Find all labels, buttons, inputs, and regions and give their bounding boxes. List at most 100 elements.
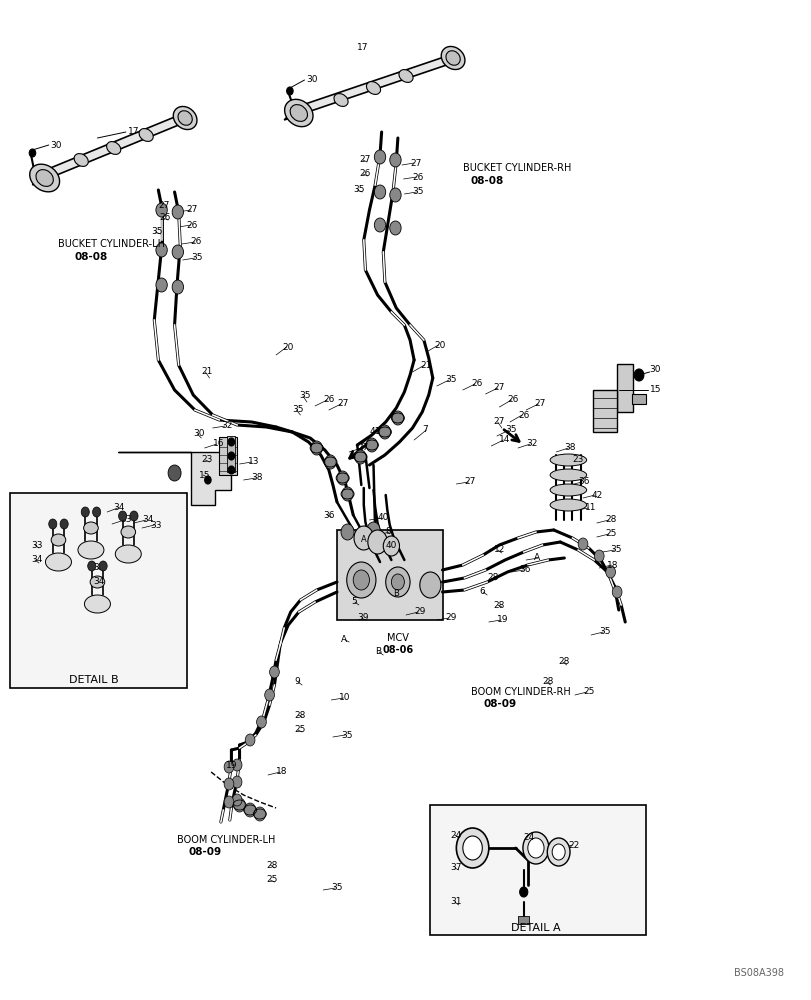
Ellipse shape <box>285 99 312 127</box>
Text: MCV: MCV <box>387 633 408 643</box>
Text: 21: 21 <box>420 360 431 369</box>
Circle shape <box>419 572 440 598</box>
Text: 36: 36 <box>577 478 589 487</box>
Circle shape <box>366 438 377 452</box>
Text: B: B <box>375 648 381 656</box>
Circle shape <box>172 245 183 259</box>
Text: 28: 28 <box>294 710 305 720</box>
Circle shape <box>234 798 245 812</box>
Circle shape <box>522 832 548 864</box>
Text: 08-08: 08-08 <box>75 252 108 262</box>
Text: 27: 27 <box>493 383 504 392</box>
Circle shape <box>605 566 615 578</box>
Text: 26: 26 <box>412 172 423 182</box>
Text: 15: 15 <box>199 471 210 480</box>
Text: 26: 26 <box>470 379 482 388</box>
Ellipse shape <box>78 541 104 559</box>
Ellipse shape <box>74 154 88 166</box>
Circle shape <box>29 149 36 157</box>
Ellipse shape <box>550 469 586 481</box>
Text: 28: 28 <box>493 600 504 609</box>
Text: 18: 18 <box>607 560 618 570</box>
Text: 35: 35 <box>353 186 364 194</box>
Text: 28: 28 <box>558 658 569 666</box>
Circle shape <box>224 761 234 773</box>
Text: 34: 34 <box>31 556 42 564</box>
Circle shape <box>341 487 353 501</box>
Text: 5: 5 <box>350 597 356 606</box>
Text: 35: 35 <box>504 426 516 434</box>
Text: 36: 36 <box>323 510 334 520</box>
Text: 08-08: 08-08 <box>470 176 504 186</box>
Ellipse shape <box>45 553 71 571</box>
Circle shape <box>156 243 167 257</box>
Ellipse shape <box>290 105 307 121</box>
Circle shape <box>547 838 569 866</box>
Circle shape <box>88 561 96 571</box>
Circle shape <box>81 507 89 517</box>
Text: 35: 35 <box>599 628 610 637</box>
Text: 26: 26 <box>323 395 334 404</box>
Text: 35: 35 <box>444 375 456 384</box>
Circle shape <box>99 561 107 571</box>
Text: 27: 27 <box>358 155 370 164</box>
Bar <box>631 394 646 404</box>
Circle shape <box>383 536 399 556</box>
Circle shape <box>374 150 385 164</box>
Text: 9: 9 <box>294 678 299 686</box>
Circle shape <box>611 586 621 598</box>
Text: 29: 29 <box>414 607 425 616</box>
Ellipse shape <box>398 70 413 82</box>
Text: A: A <box>341 636 347 645</box>
Circle shape <box>232 794 242 806</box>
Text: 27: 27 <box>337 399 348 408</box>
Text: 08-09: 08-09 <box>188 847 221 857</box>
Text: 8: 8 <box>385 528 391 536</box>
Text: 26: 26 <box>358 169 370 178</box>
Text: 30: 30 <box>193 430 204 438</box>
Text: 28: 28 <box>487 574 498 582</box>
Text: 34: 34 <box>114 504 125 512</box>
Circle shape <box>168 465 181 481</box>
Polygon shape <box>118 452 231 505</box>
Text: 35: 35 <box>412 188 423 196</box>
Text: A: A <box>534 554 540 562</box>
Bar <box>337 530 442 620</box>
Circle shape <box>389 188 401 202</box>
Text: 25: 25 <box>582 688 594 696</box>
Circle shape <box>456 828 488 868</box>
Circle shape <box>156 203 167 217</box>
Circle shape <box>118 511 127 521</box>
Text: 20: 20 <box>434 340 445 350</box>
Bar <box>219 437 237 475</box>
Text: 27: 27 <box>534 399 545 408</box>
Text: 18: 18 <box>276 768 287 776</box>
Text: 38: 38 <box>564 444 575 452</box>
Text: 32: 32 <box>526 440 537 448</box>
Text: 25: 25 <box>604 530 616 538</box>
Polygon shape <box>284 52 458 120</box>
Ellipse shape <box>121 526 135 538</box>
Circle shape <box>156 278 167 292</box>
Text: 31: 31 <box>450 898 461 906</box>
Circle shape <box>224 778 234 790</box>
Text: 7: 7 <box>422 426 427 434</box>
Bar <box>517 916 529 924</box>
Text: 26: 26 <box>191 237 202 246</box>
Circle shape <box>346 562 375 598</box>
Circle shape <box>92 507 101 517</box>
Text: DETAIL A: DETAIL A <box>510 923 560 933</box>
Bar <box>227 436 235 472</box>
Circle shape <box>49 519 57 529</box>
Text: 40: 40 <box>385 542 397 550</box>
Ellipse shape <box>84 522 98 534</box>
Circle shape <box>462 836 482 860</box>
Text: 27: 27 <box>493 418 504 426</box>
Text: 26: 26 <box>187 221 198 230</box>
Circle shape <box>228 466 234 474</box>
Circle shape <box>224 796 234 808</box>
Text: 23: 23 <box>201 456 212 464</box>
Bar <box>10 493 187 688</box>
Text: 24: 24 <box>450 830 461 840</box>
Text: BOOM CYLINDER-LH: BOOM CYLINDER-LH <box>177 835 275 845</box>
